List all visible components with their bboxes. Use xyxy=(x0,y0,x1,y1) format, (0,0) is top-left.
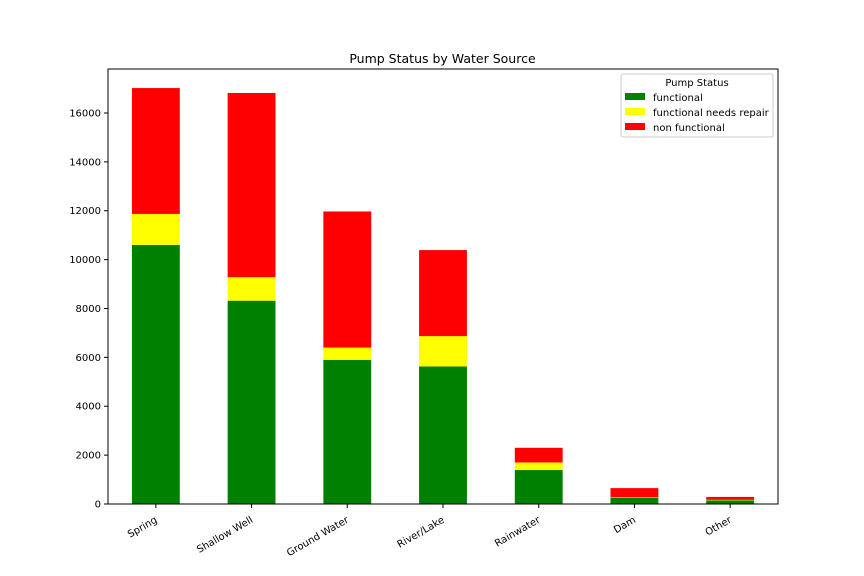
bar-rainwater-functional xyxy=(514,470,563,504)
bar-dam-functional xyxy=(610,497,659,504)
bar-shallow-well-functional xyxy=(227,300,276,504)
bar-river-lake-non-functional xyxy=(419,250,467,337)
y-tick-label: 6000 xyxy=(76,353,101,364)
bar-spring-functional xyxy=(131,244,180,504)
bar-shallow-well-non-functional xyxy=(227,92,276,278)
plot-frame xyxy=(107,68,779,505)
bar-rainwater-functional-needs-repair xyxy=(514,462,563,471)
legend-items: functional functional needs repair non fun… xyxy=(625,93,770,134)
y-tick-label: 14000 xyxy=(69,157,101,168)
legend-title: Pump Status xyxy=(665,78,728,89)
bar-ground-water-non-functional xyxy=(323,211,372,348)
bar-spring-non-functional xyxy=(131,88,180,214)
bar-other-non-functional xyxy=(706,496,755,500)
bar-river-lake-functional xyxy=(419,366,467,504)
y-tick-label: 4000 xyxy=(76,402,101,413)
bar-rainwater-non-functional xyxy=(514,447,563,463)
bar-other-functional xyxy=(706,500,755,504)
legend: Pump Status functional functional needs r… xyxy=(620,73,774,138)
y-axis-ticks: 0 2000 4000 6000 8000 10000 12000 14000 16000 xyxy=(69,108,108,511)
bar-river-lake-functional-needs-repair xyxy=(419,336,467,367)
bar-spring-functional-needs-repair xyxy=(131,213,180,245)
bars-group xyxy=(131,88,755,504)
y-tick-label: 0 xyxy=(95,500,101,511)
legend-swatch-non-functional xyxy=(625,123,645,130)
legend-label-functional: functional xyxy=(653,93,703,104)
bar-ground-water-functional-needs-repair xyxy=(323,347,372,360)
legend-box xyxy=(620,73,774,138)
y-tick-label: 2000 xyxy=(76,451,101,462)
legend-swatch-functional-needs-repair xyxy=(625,108,645,115)
bar-ground-water-functional xyxy=(323,359,372,504)
legend-label-non-functional: non functional xyxy=(653,123,725,134)
chart-title: Pump Status by Water Source xyxy=(349,51,536,66)
legend-swatch-functional xyxy=(625,93,645,100)
legend-label-functional-needs-repair: functional needs repair xyxy=(653,108,770,119)
bar-shallow-well-functional-needs-repair xyxy=(227,277,276,301)
y-tick-label: 12000 xyxy=(69,206,101,217)
y-tick-label: 16000 xyxy=(69,108,101,119)
bar-dam-non-functional xyxy=(610,488,659,498)
y-tick-label: 8000 xyxy=(76,304,101,315)
y-tick-label: 10000 xyxy=(69,255,101,266)
